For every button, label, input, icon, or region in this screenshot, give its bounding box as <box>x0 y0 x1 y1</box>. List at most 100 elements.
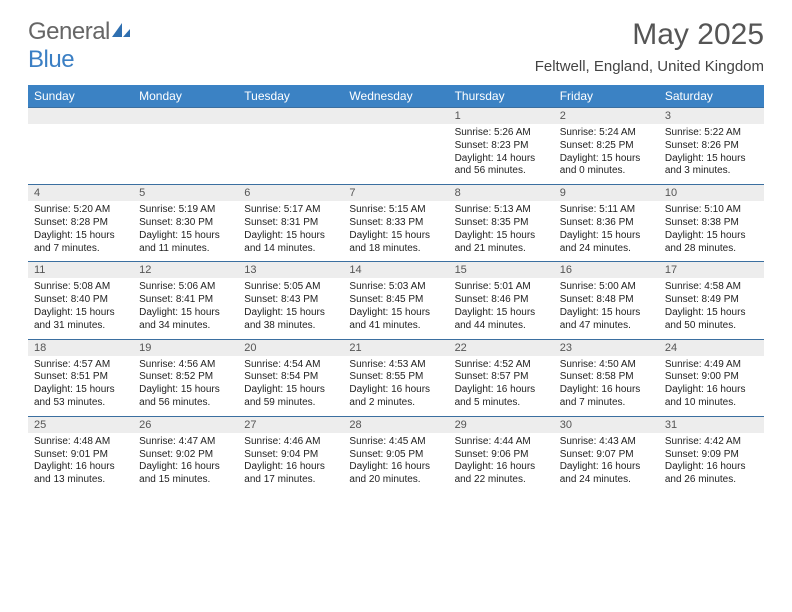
sunrise-text: Sunrise: 5:17 AM <box>244 204 337 217</box>
sunset-text: Sunset: 8:52 PM <box>139 371 232 384</box>
calendar-day-cell: 10Sunrise: 5:10 AMSunset: 8:38 PMDayligh… <box>659 184 764 261</box>
daylight-text: Daylight: 15 hours and 31 minutes. <box>34 307 127 333</box>
day-number: 23 <box>554 339 659 356</box>
calendar-day-cell <box>343 107 448 184</box>
calendar-day-cell: 24Sunrise: 4:49 AMSunset: 9:00 PMDayligh… <box>659 339 764 416</box>
calendar-week-row: 1Sunrise: 5:26 AMSunset: 8:23 PMDaylight… <box>28 107 764 184</box>
sunrise-text: Sunrise: 5:19 AM <box>139 204 232 217</box>
weekday-header-row: Sunday Monday Tuesday Wednesday Thursday… <box>28 85 764 107</box>
day-number: 30 <box>554 416 659 433</box>
calendar-day-cell: 25Sunrise: 4:48 AMSunset: 9:01 PMDayligh… <box>28 416 133 493</box>
brand-blue: Blue <box>28 46 74 73</box>
calendar-day-cell: 2Sunrise: 5:24 AMSunset: 8:25 PMDaylight… <box>554 107 659 184</box>
sunset-text: Sunset: 8:36 PM <box>560 217 653 230</box>
daylight-text: Daylight: 16 hours and 15 minutes. <box>139 461 232 487</box>
sunset-text: Sunset: 8:54 PM <box>244 371 337 384</box>
sunrise-text: Sunrise: 4:48 AM <box>34 436 127 449</box>
sunrise-text: Sunrise: 5:13 AM <box>455 204 548 217</box>
day-number: 26 <box>133 416 238 433</box>
dow-saturday: Saturday <box>659 85 764 107</box>
sunset-text: Sunset: 9:05 PM <box>349 449 442 462</box>
sunset-text: Sunset: 8:40 PM <box>34 294 127 307</box>
day-number: 18 <box>28 339 133 356</box>
sunset-text: Sunset: 8:46 PM <box>455 294 548 307</box>
daylight-text: Daylight: 15 hours and 21 minutes. <box>455 230 548 256</box>
sunset-text: Sunset: 9:00 PM <box>665 371 758 384</box>
dow-friday: Friday <box>554 85 659 107</box>
day-number: 14 <box>343 261 448 278</box>
daylight-text: Daylight: 15 hours and 53 minutes. <box>34 384 127 410</box>
daylight-text: Daylight: 15 hours and 14 minutes. <box>244 230 337 256</box>
daylight-text: Daylight: 15 hours and 11 minutes. <box>139 230 232 256</box>
calendar-day-cell: 13Sunrise: 5:05 AMSunset: 8:43 PMDayligh… <box>238 261 343 338</box>
calendar-day-cell: 28Sunrise: 4:45 AMSunset: 9:05 PMDayligh… <box>343 416 448 493</box>
calendar-day-cell: 29Sunrise: 4:44 AMSunset: 9:06 PMDayligh… <box>449 416 554 493</box>
calendar-day-cell: 4Sunrise: 5:20 AMSunset: 8:28 PMDaylight… <box>28 184 133 261</box>
sunrise-text: Sunrise: 4:56 AM <box>139 359 232 372</box>
day-number: 11 <box>28 261 133 278</box>
day-number: 6 <box>238 184 343 201</box>
daylight-text: Daylight: 15 hours and 28 minutes. <box>665 230 758 256</box>
sunrise-text: Sunrise: 4:52 AM <box>455 359 548 372</box>
daylight-text: Daylight: 16 hours and 5 minutes. <box>455 384 548 410</box>
brand-logo: General Blue <box>28 18 132 74</box>
calendar-week-row: 4Sunrise: 5:20 AMSunset: 8:28 PMDaylight… <box>28 184 764 261</box>
calendar-day-cell: 23Sunrise: 4:50 AMSunset: 8:58 PMDayligh… <box>554 339 659 416</box>
calendar-day-cell: 31Sunrise: 4:42 AMSunset: 9:09 PMDayligh… <box>659 416 764 493</box>
calendar-week-row: 11 Sunrise: 5:08 AMSunset: 8:40 PMDayligh… <box>28 261 764 338</box>
daylight-text: Daylight: 16 hours and 13 minutes. <box>34 461 127 487</box>
sunset-text: Sunset: 8:48 PM <box>560 294 653 307</box>
sunrise-text: Sunrise: 5:01 AM <box>455 281 548 294</box>
calendar-page: General Blue May 2025 Feltwell, England,… <box>0 0 792 503</box>
sunrise-text: Sunrise: 5:11 AM <box>560 204 653 217</box>
calendar-day-cell: 14Sunrise: 5:03 AMSunset: 8:45 PMDayligh… <box>343 261 448 338</box>
day-number <box>133 107 238 124</box>
day-body: Sunrise: 5:15 AMSunset: 8:33 PMDaylight:… <box>343 201 448 261</box>
day-number: 20 <box>238 339 343 356</box>
day-number: 9 <box>554 184 659 201</box>
calendar-day-cell: 11 Sunrise: 5:08 AMSunset: 8:40 PMDayligh… <box>28 261 133 338</box>
calendar-day-cell: 8Sunrise: 5:13 AMSunset: 8:35 PMDaylight… <box>449 184 554 261</box>
calendar-day-cell: 16Sunrise: 5:00 AMSunset: 8:48 PMDayligh… <box>554 261 659 338</box>
daylight-text: Daylight: 14 hours and 56 minutes. <box>455 153 548 179</box>
day-number: 2 <box>554 107 659 124</box>
calendar-day-cell: 6Sunrise: 5:17 AMSunset: 8:31 PMDaylight… <box>238 184 343 261</box>
day-number: 13 <box>238 261 343 278</box>
sunrise-text: Sunrise: 4:53 AM <box>349 359 442 372</box>
calendar-week-row: 25Sunrise: 4:48 AMSunset: 9:01 PMDayligh… <box>28 416 764 493</box>
sail-icon <box>110 18 132 46</box>
sunset-text: Sunset: 9:06 PM <box>455 449 548 462</box>
calendar-day-cell: 5Sunrise: 5:19 AMSunset: 8:30 PMDaylight… <box>133 184 238 261</box>
calendar-day-cell: 27Sunrise: 4:46 AMSunset: 9:04 PMDayligh… <box>238 416 343 493</box>
sunset-text: Sunset: 8:23 PM <box>455 140 548 153</box>
day-body: Sunrise: 5:01 AMSunset: 8:46 PMDaylight:… <box>449 278 554 338</box>
daylight-text: Daylight: 16 hours and 2 minutes. <box>349 384 442 410</box>
sunset-text: Sunset: 9:09 PM <box>665 449 758 462</box>
sunset-text: Sunset: 8:55 PM <box>349 371 442 384</box>
day-body <box>133 124 238 182</box>
sunrise-text: Sunrise: 4:42 AM <box>665 436 758 449</box>
dow-sunday: Sunday <box>28 85 133 107</box>
calendar-table: Sunday Monday Tuesday Wednesday Thursday… <box>28 85 764 493</box>
day-number: 10 <box>659 184 764 201</box>
sunrise-text: Sunrise: 4:49 AM <box>665 359 758 372</box>
sunrise-text: Sunrise: 5:05 AM <box>244 281 337 294</box>
sunrise-text: Sunrise: 5:06 AM <box>139 281 232 294</box>
calendar-day-cell: 3Sunrise: 5:22 AMSunset: 8:26 PMDaylight… <box>659 107 764 184</box>
sunset-text: Sunset: 8:57 PM <box>455 371 548 384</box>
day-body: Sunrise: 5:03 AMSunset: 8:45 PMDaylight:… <box>343 278 448 338</box>
day-number: 1 <box>449 107 554 124</box>
sunset-text: Sunset: 9:02 PM <box>139 449 232 462</box>
day-body: Sunrise: 5:17 AMSunset: 8:31 PMDaylight:… <box>238 201 343 261</box>
day-body: Sunrise: 5:24 AMSunset: 8:25 PMDaylight:… <box>554 124 659 184</box>
calendar-day-cell: 19Sunrise: 4:56 AMSunset: 8:52 PMDayligh… <box>133 339 238 416</box>
sunset-text: Sunset: 8:30 PM <box>139 217 232 230</box>
day-body: Sunrise: 4:58 AMSunset: 8:49 PMDaylight:… <box>659 278 764 338</box>
calendar-day-cell: 21Sunrise: 4:53 AMSunset: 8:55 PMDayligh… <box>343 339 448 416</box>
sunrise-text: Sunrise: 5:03 AM <box>349 281 442 294</box>
daylight-text: Daylight: 15 hours and 18 minutes. <box>349 230 442 256</box>
calendar-day-cell <box>133 107 238 184</box>
sunrise-text: Sunrise: 5:08 AM <box>34 281 127 294</box>
day-body: Sunrise: 4:45 AMSunset: 9:05 PMDaylight:… <box>343 433 448 493</box>
sunset-text: Sunset: 8:25 PM <box>560 140 653 153</box>
